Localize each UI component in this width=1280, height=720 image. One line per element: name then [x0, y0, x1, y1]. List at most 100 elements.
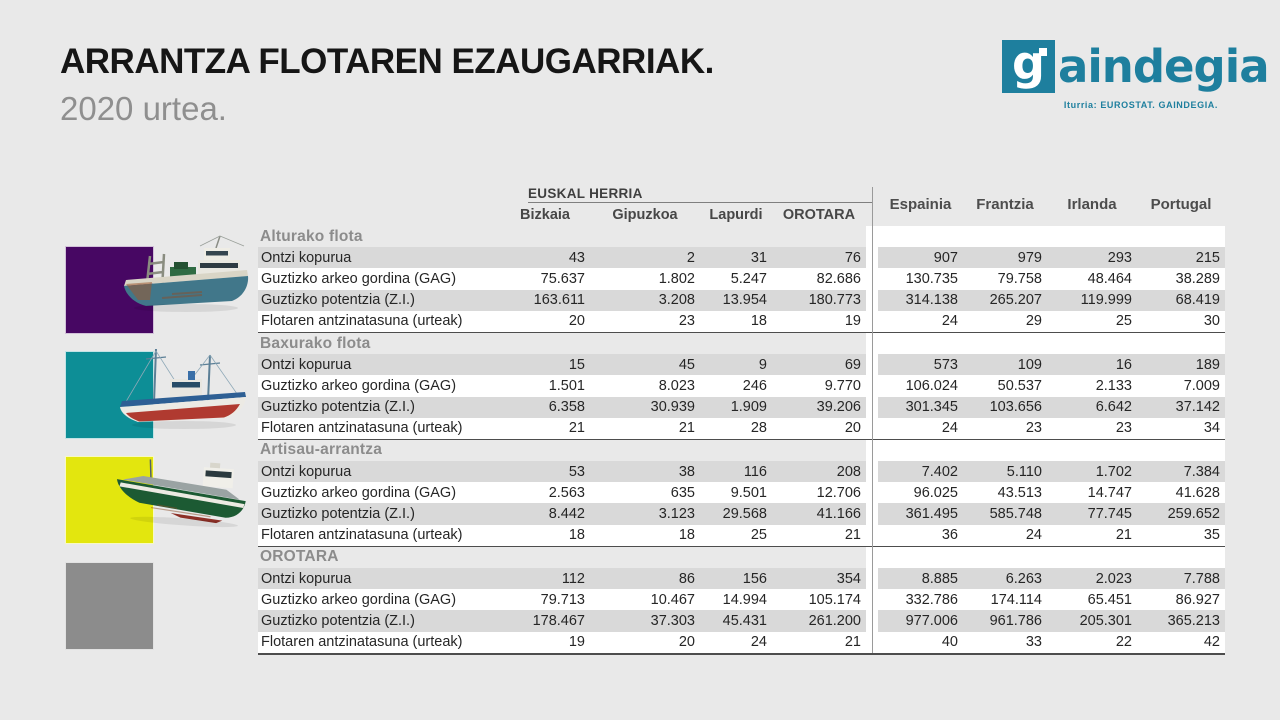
cell-value: 301.345 [878, 396, 963, 418]
page-subtitle: 2020 urtea. [60, 90, 227, 127]
cell-value: 16 [1047, 354, 1137, 376]
cell-value: 38 [590, 461, 700, 483]
col-header-lapurdi: Lapurdi [709, 206, 763, 223]
cell-value: 354 [772, 568, 866, 590]
section-title: Artisau-arrantza [260, 441, 383, 459]
table-row-artisau-arrantza-guztizko-potentzia-z-i-: Guztizko potentzia (Z.I.) 8.442 3.123 29.56… [258, 503, 1225, 525]
cell-value: 41.166 [772, 503, 866, 525]
cell-value: 40 [941, 634, 958, 651]
row-label: Guztizko arkeo gordina (GAG) [261, 591, 457, 608]
cell-value: 43 [500, 247, 590, 269]
row-label: Guztizko arkeo gordina (GAG) [261, 484, 457, 501]
section-header-right-fill [878, 546, 1225, 568]
cell-value: 116 [700, 461, 772, 483]
cell-value: 7.009 [1183, 377, 1220, 394]
cell-value: 45.431 [700, 610, 772, 632]
table-row-orotara-guztizko-arkeo-gordina-gag-: Guztizko arkeo gordina (GAG) 79.713 10.467… [258, 589, 1225, 611]
logo-letter: g [1012, 35, 1045, 90]
cell-value: 77.745 [1047, 503, 1137, 525]
cell-value: 39.206 [772, 396, 866, 418]
page-title: ARRANTZA FLOTAREN EZAUGARRIAK. [60, 42, 714, 81]
cell-value: 246 [742, 377, 767, 394]
group-header-euskal-herria: EUSKAL HERRIA [528, 183, 873, 203]
cell-value: 18 [750, 313, 767, 330]
cell-value: 37.303 [590, 610, 700, 632]
cell-value: 6.358 [500, 396, 590, 418]
col-header-frantzia: Frantzia [976, 196, 1034, 213]
section-header-right-fill [878, 332, 1225, 355]
cell-value: 7.788 [1137, 568, 1225, 590]
cell-value: 19 [844, 313, 861, 330]
cell-value: 21 [678, 420, 695, 437]
cell-value: 7.402 [878, 461, 963, 483]
cell-value: 23 [678, 313, 695, 330]
cell-value: 3.123 [590, 503, 700, 525]
cell-value: 1.501 [548, 377, 585, 394]
row-label: Ontzi kopurua [258, 354, 500, 376]
section-header-alturako-flota: Alturako flota [258, 226, 1225, 248]
cell-value: 10.467 [650, 591, 695, 608]
col-header-orotara: OROTARA [782, 206, 856, 223]
gaindegia-logo-icon: g [1002, 36, 1055, 93]
cell-value: 30 [1203, 313, 1220, 330]
section-header-baxurako-flota: Baxurako flota [258, 332, 1225, 355]
col-header-irlanda: Irlanda [1067, 196, 1117, 213]
cell-value: 979 [963, 247, 1047, 269]
cell-value: 1.802 [658, 270, 695, 287]
cell-value: 34 [1203, 420, 1220, 437]
cell-value: 1.702 [1047, 461, 1137, 483]
row-label: Ontzi kopurua [258, 247, 500, 269]
table-row-alturako-flota-guztizko-arkeo-gordina-gag-: Guztizko arkeo gordina (GAG) 75.637 1.802 5… [258, 268, 1225, 290]
cell-value: 33 [1025, 634, 1042, 651]
row-label: Flotaren antzinatasuna (urteak) [261, 634, 463, 651]
cell-value: 41.628 [1175, 484, 1220, 501]
row-label: Ontzi kopurua [258, 568, 500, 590]
row-label: Flotaren antzinatasuna (urteak) [261, 527, 463, 544]
cell-value: 25 [750, 527, 767, 544]
row-label: Guztizko potentzia (Z.I.) [258, 610, 500, 632]
row-label: Flotaren antzinatasuna (urteak) [261, 420, 463, 437]
table-row-artisau-arrantza-guztizko-arkeo-gordina-gag-: Guztizko arkeo gordina (GAG) 2.563 635 9.50… [258, 482, 1225, 504]
cell-value: 86.927 [1175, 591, 1220, 608]
cell-value: 28 [750, 420, 767, 437]
cell-value: 5.247 [730, 270, 767, 287]
cell-value: 20 [568, 313, 585, 330]
cell-value: 79.758 [997, 270, 1042, 287]
col-header-gipuzkoa: Gipuzkoa [612, 206, 678, 223]
cell-value: 109 [963, 354, 1047, 376]
col-header-portugal: Portugal [1150, 196, 1212, 213]
cell-value: 20 [844, 420, 861, 437]
cell-value: 2.133 [1095, 377, 1132, 394]
cell-value: 38.289 [1175, 270, 1220, 287]
cell-value: 365.213 [1137, 610, 1225, 632]
table-row-baxurako-flota-guztizko-arkeo-gordina-gag-: Guztizko arkeo gordina (GAG) 1.501 8.023 24… [258, 375, 1225, 397]
cell-value: 9 [700, 354, 772, 376]
cell-value: 76 [772, 247, 866, 269]
table-body: Alturako flota Ontzi kopurua 43 2 31 76 907 979… [258, 226, 1225, 655]
cell-value: 23 [1115, 420, 1132, 437]
cell-value: 65.451 [1087, 591, 1132, 608]
cell-value: 36 [941, 527, 958, 544]
cell-value: 103.656 [963, 396, 1047, 418]
cell-value: 25 [1115, 313, 1132, 330]
gaindegia-logo: g aindegia Iturria: EUROSTAT. GAINDEGIA. [1002, 36, 1270, 113]
table-row-baxurako-flota-ontzi-kopurua: Ontzi kopurua 15 45 9 69 573 109 16 189 [258, 354, 1225, 376]
cell-value: 19 [568, 634, 585, 651]
orotara-block [65, 562, 154, 650]
section-title: Alturako flota [260, 227, 363, 245]
cell-value: 112 [500, 568, 590, 590]
cell-value: 13.954 [700, 289, 772, 311]
cell-value: 106.024 [905, 377, 958, 394]
section-header-artisau-arrantza: Artisau-arrantza [258, 439, 1225, 462]
cell-value: 14.747 [1087, 484, 1132, 501]
table-header: EUSKAL HERRIA Bizkaia Gipuzkoa Lapurdi O… [258, 183, 1225, 226]
row-label: Guztizko potentzia (Z.I.) [258, 289, 500, 311]
cell-value: 208 [772, 461, 866, 483]
cell-value: 259.652 [1137, 503, 1225, 525]
cell-value: 68.419 [1137, 289, 1225, 311]
col-header-espainia: Espainia [889, 196, 952, 213]
table-row-artisau-arrantza-ontzi-kopurua: Ontzi kopurua 53 38 116 208 7.402 5.110 1.702 7.… [258, 461, 1225, 483]
cell-value: 15 [500, 354, 590, 376]
cell-value: 24 [941, 420, 958, 437]
baxurako-flota-block [65, 351, 154, 439]
